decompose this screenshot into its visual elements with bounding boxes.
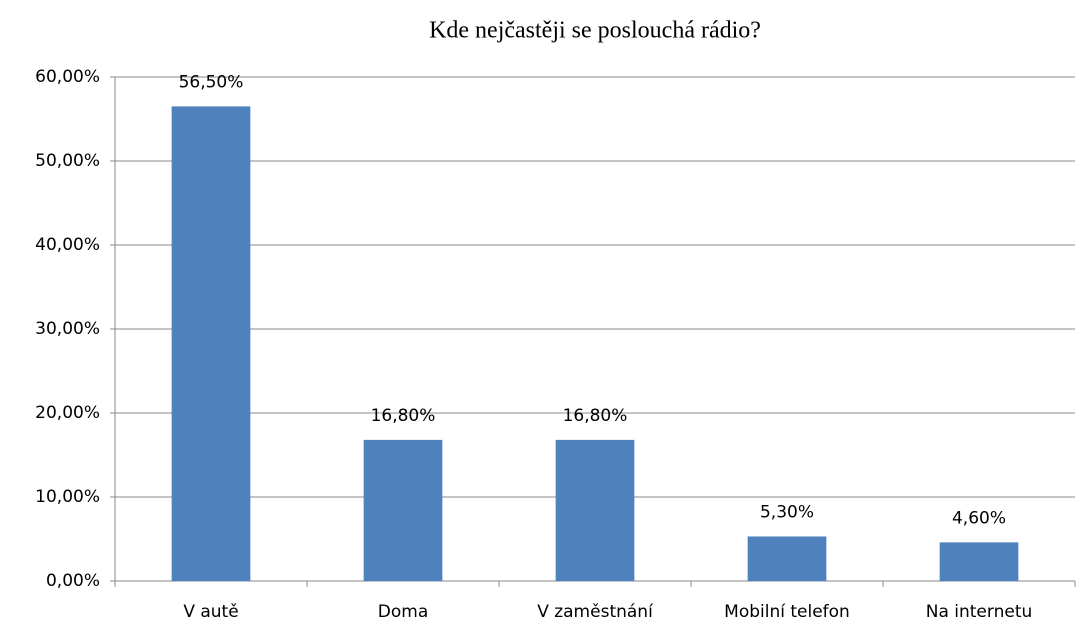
bar — [747, 536, 827, 581]
y-tick-label: 50,00% — [35, 151, 100, 171]
bar — [363, 439, 443, 581]
value-label: 5,30% — [760, 502, 814, 522]
y-tick-label: 30,00% — [35, 319, 100, 339]
x-tick-label: Na internetu — [926, 602, 1033, 622]
bar — [555, 439, 635, 581]
y-tick-label: 40,00% — [35, 235, 100, 255]
y-tick-label: 10,00% — [35, 487, 100, 507]
y-tick-label: 0,00% — [46, 571, 100, 591]
chart-title: Kde nejčastěji se poslouchá rádio? — [429, 18, 761, 44]
x-tick-label: Mobilní telefon — [724, 602, 850, 622]
y-tick-label: 20,00% — [35, 403, 100, 423]
bar — [171, 106, 251, 582]
x-tick-label: V autě — [183, 602, 238, 622]
value-label: 4,60% — [952, 508, 1006, 528]
bar — [939, 542, 1019, 581]
x-tick-label: V zaměstnání — [537, 602, 654, 622]
x-tick-label: Doma — [378, 602, 428, 622]
value-label: 16,80% — [563, 406, 628, 426]
value-label: 56,50% — [179, 72, 244, 92]
y-tick-label: 60,00% — [35, 67, 100, 87]
value-label: 16,80% — [371, 406, 436, 426]
